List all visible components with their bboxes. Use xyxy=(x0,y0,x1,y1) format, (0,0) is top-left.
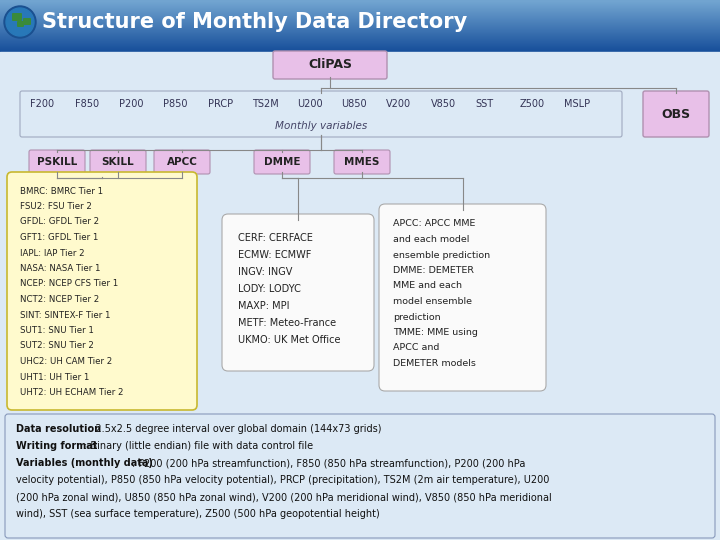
Text: NASA: NASA Tier 1: NASA: NASA Tier 1 xyxy=(20,264,101,273)
Text: U850: U850 xyxy=(341,99,367,109)
FancyBboxPatch shape xyxy=(643,91,709,137)
Text: INGV: INGV: INGV: INGV xyxy=(238,267,292,277)
FancyBboxPatch shape xyxy=(23,18,31,25)
Text: Structure of Monthly Data Directory: Structure of Monthly Data Directory xyxy=(42,12,467,32)
FancyBboxPatch shape xyxy=(17,21,24,27)
FancyBboxPatch shape xyxy=(20,91,622,137)
Text: UHT1: UH Tier 1: UHT1: UH Tier 1 xyxy=(20,373,89,381)
Text: : 2.5x2.5 degree interval over global domain (144x73 grids): : 2.5x2.5 degree interval over global do… xyxy=(89,424,382,434)
Text: Monthly variables: Monthly variables xyxy=(275,121,367,131)
Text: Variables (monthly data): Variables (monthly data) xyxy=(16,458,153,468)
FancyBboxPatch shape xyxy=(90,150,146,174)
Circle shape xyxy=(6,8,34,36)
FancyBboxPatch shape xyxy=(12,13,22,21)
Text: UHT2: UH ECHAM Tier 2: UHT2: UH ECHAM Tier 2 xyxy=(20,388,124,397)
Text: SUT2: SNU Tier 2: SUT2: SNU Tier 2 xyxy=(20,341,94,350)
Text: NCEP: NCEP CFS Tier 1: NCEP: NCEP CFS Tier 1 xyxy=(20,280,118,288)
Circle shape xyxy=(4,6,36,38)
Text: MMES: MMES xyxy=(344,157,379,167)
Text: IAPL: IAP Tier 2: IAPL: IAP Tier 2 xyxy=(20,248,85,258)
Text: PSKILL: PSKILL xyxy=(37,157,77,167)
Text: : F200 (200 hPa streamfunction), F850 (850 hPa streamfunction), P200 (200 hPa: : F200 (200 hPa streamfunction), F850 (8… xyxy=(132,458,526,468)
Text: SST: SST xyxy=(475,99,493,109)
Text: LODY: LODYC: LODY: LODYC xyxy=(238,284,301,294)
Text: : Binary (little endian) file with data control file: : Binary (little endian) file with data … xyxy=(84,441,313,451)
Text: wind), SST (sea surface temperature), Z500 (500 hPa geopotential height): wind), SST (sea surface temperature), Z5… xyxy=(16,509,379,519)
Text: METF: Meteo-France: METF: Meteo-France xyxy=(238,318,336,328)
Text: ECMW: ECMWF: ECMW: ECMWF xyxy=(238,250,311,260)
Text: APCC: APCC MME: APCC: APCC MME xyxy=(393,219,475,228)
Text: GFT1: GFDL Tier 1: GFT1: GFDL Tier 1 xyxy=(20,233,99,242)
Text: FSU2: FSU Tier 2: FSU2: FSU Tier 2 xyxy=(20,202,92,211)
Text: U200: U200 xyxy=(297,99,323,109)
Text: MSLP: MSLP xyxy=(564,99,590,109)
Text: F850: F850 xyxy=(74,99,99,109)
Text: velocity potential), P850 (850 hPa velocity potential), PRCP (precipitation), TS: velocity potential), P850 (850 hPa veloc… xyxy=(16,475,549,485)
Text: DEMETER models: DEMETER models xyxy=(393,359,476,368)
FancyBboxPatch shape xyxy=(7,172,197,410)
Text: SKILL: SKILL xyxy=(102,157,135,167)
FancyBboxPatch shape xyxy=(222,214,374,371)
FancyBboxPatch shape xyxy=(379,204,546,391)
Text: TS2M: TS2M xyxy=(253,99,279,109)
Text: DMME: DMME xyxy=(264,157,300,167)
Text: ensemble prediction: ensemble prediction xyxy=(393,251,490,260)
Text: P850: P850 xyxy=(163,99,188,109)
Text: Data resolution: Data resolution xyxy=(16,424,101,434)
Text: BMRC: BMRC Tier 1: BMRC: BMRC Tier 1 xyxy=(20,186,103,195)
Text: and each model: and each model xyxy=(393,235,469,244)
FancyBboxPatch shape xyxy=(254,150,310,174)
Text: Writing format: Writing format xyxy=(16,441,97,451)
Text: GFDL: GFDL Tier 2: GFDL: GFDL Tier 2 xyxy=(20,218,99,226)
Text: V850: V850 xyxy=(431,99,456,109)
Text: V200: V200 xyxy=(386,99,411,109)
FancyBboxPatch shape xyxy=(5,414,715,538)
Text: F200: F200 xyxy=(30,99,54,109)
Text: OBS: OBS xyxy=(662,107,690,120)
Text: (200 hPa zonal wind), U850 (850 hPa zonal wind), V200 (200 hPa meridional wind),: (200 hPa zonal wind), U850 (850 hPa zona… xyxy=(16,492,552,502)
Text: UHC2: UH CAM Tier 2: UHC2: UH CAM Tier 2 xyxy=(20,357,112,366)
Text: SUT1: SNU Tier 1: SUT1: SNU Tier 1 xyxy=(20,326,94,335)
Text: CliPAS: CliPAS xyxy=(308,58,352,71)
Text: CERF: CERFACE: CERF: CERFACE xyxy=(238,233,313,243)
Text: SINT: SINTEX-F Tier 1: SINT: SINTEX-F Tier 1 xyxy=(20,310,110,320)
FancyBboxPatch shape xyxy=(273,51,387,79)
Text: DMME: DEMETER: DMME: DEMETER xyxy=(393,266,474,275)
Text: PRCP: PRCP xyxy=(208,99,233,109)
FancyBboxPatch shape xyxy=(29,150,85,174)
Text: MAXP: MPI: MAXP: MPI xyxy=(238,301,289,311)
FancyBboxPatch shape xyxy=(154,150,210,174)
Text: UKMO: UK Met Office: UKMO: UK Met Office xyxy=(238,335,341,345)
Text: P200: P200 xyxy=(119,99,143,109)
Text: model ensemble: model ensemble xyxy=(393,297,472,306)
Text: APCC and: APCC and xyxy=(393,343,439,353)
Text: MME and each: MME and each xyxy=(393,281,462,291)
Text: TMME: MME using: TMME: MME using xyxy=(393,328,478,337)
Text: Z500: Z500 xyxy=(520,99,544,109)
Text: prediction: prediction xyxy=(393,313,441,321)
Text: APCC: APCC xyxy=(166,157,197,167)
Text: NCT2: NCEP Tier 2: NCT2: NCEP Tier 2 xyxy=(20,295,99,304)
FancyBboxPatch shape xyxy=(334,150,390,174)
